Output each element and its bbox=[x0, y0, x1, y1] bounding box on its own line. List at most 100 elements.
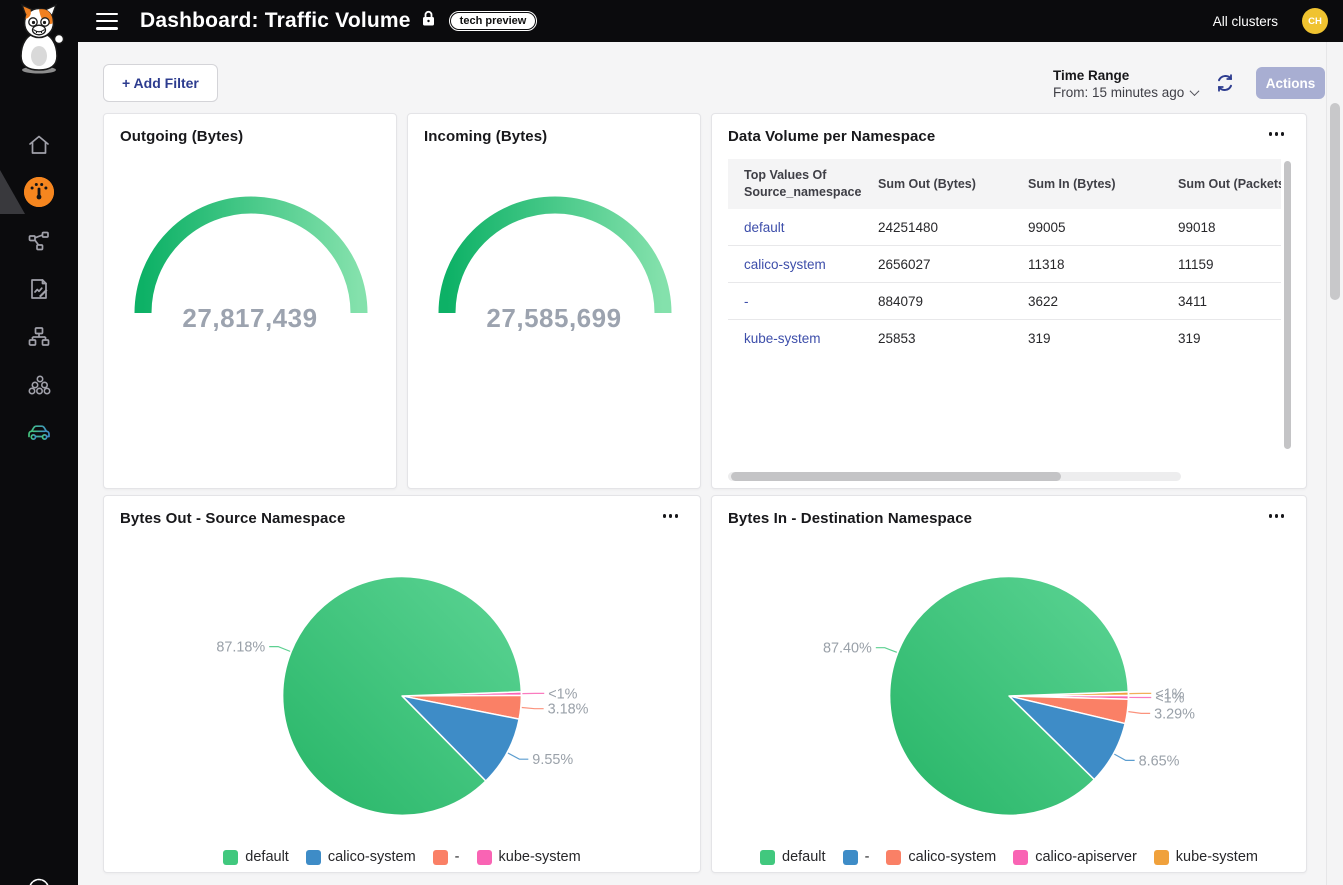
sidebar-item-service-graph[interactable] bbox=[0, 229, 78, 258]
gauge-arc bbox=[438, 196, 672, 314]
page-scrollbar[interactable] bbox=[1326, 42, 1343, 885]
legend-item-kube-system[interactable]: kube-system bbox=[1153, 849, 1258, 865]
table-column-header: Sum In (Bytes) bbox=[1028, 176, 1116, 191]
sidebar-item-hosts[interactable] bbox=[0, 325, 78, 354]
namespace-link[interactable]: - bbox=[744, 293, 749, 309]
table-cell: 2656027 bbox=[878, 256, 931, 272]
card-title: Incoming (Bytes) bbox=[424, 128, 548, 145]
legend-item-calico-system[interactable]: calico-system bbox=[886, 849, 996, 865]
table-cell: 11159 bbox=[1178, 256, 1214, 272]
bytes-out-pie-chart: <1%3.18% 9.55% 87.18% bbox=[216, 575, 589, 817]
legend-label: calico-system bbox=[327, 849, 416, 865]
dashboard-gauge-icon bbox=[24, 177, 54, 207]
legend-item-default[interactable]: default bbox=[760, 849, 826, 865]
legend-swatch bbox=[760, 849, 776, 865]
legend-swatch bbox=[1153, 849, 1169, 865]
table-body: default 24251480 99005 99018 calico-system 26… bbox=[728, 209, 1281, 357]
legend-label: kube-system bbox=[1175, 849, 1258, 865]
cluster-dots-icon bbox=[27, 373, 52, 403]
legend-item-calico-system[interactable]: calico-system bbox=[305, 849, 416, 865]
time-range-label: Time Range bbox=[1053, 68, 1130, 83]
sitemap-icon bbox=[27, 325, 51, 354]
table-column-header: Top Values Of Source_namespace bbox=[744, 168, 862, 199]
legend-label: - bbox=[864, 849, 870, 865]
pie-slice-default[interactable] bbox=[888, 575, 1130, 816]
sidebar-item-car[interactable] bbox=[0, 420, 78, 451]
card-title: Bytes In - Destination Namespace bbox=[728, 510, 973, 527]
time-range-value[interactable]: From: 15 minutes ago bbox=[1053, 84, 1200, 101]
avatar[interactable]: CH bbox=[1302, 8, 1328, 34]
pie-slice-default[interactable] bbox=[281, 575, 523, 817]
legend-item--[interactable]: - bbox=[842, 849, 870, 865]
top-header: Dashboard: Traffic Volume tech preview A… bbox=[0, 0, 1343, 42]
legend-swatch bbox=[476, 849, 492, 865]
legend-item-calico-apiserver[interactable]: calico-apiserver bbox=[1013, 849, 1137, 865]
pie-label-line bbox=[1128, 711, 1151, 714]
card-bytes-out-pie: Bytes Out - Source Namespace <1% 3.18% 9.5… bbox=[103, 495, 701, 873]
table-column-header: Sum Out (Bytes) bbox=[878, 176, 976, 191]
refresh-button[interactable] bbox=[1214, 72, 1236, 94]
car-icon bbox=[26, 420, 52, 451]
table-cell: 99018 bbox=[1178, 219, 1216, 235]
page-title: Dashboard: Traffic Volume bbox=[140, 9, 411, 32]
chevron-down-icon bbox=[1189, 86, 1200, 97]
sidebar-item-dashboards[interactable] bbox=[0, 177, 78, 207]
bytes-in-pie-chart: <1%<1%3.29%8.65%87.40% bbox=[823, 575, 1195, 816]
namespace-link[interactable]: default bbox=[744, 219, 785, 235]
table-row: calico-system 2656027 11318 11159 bbox=[728, 246, 1281, 283]
legend-item-kube-system[interactable]: kube-system bbox=[476, 849, 581, 865]
document-edit-icon bbox=[27, 277, 51, 306]
pie-label-line bbox=[507, 752, 529, 760]
card-title: Data Volume per Namespace bbox=[728, 128, 936, 145]
sidebar-item-home[interactable] bbox=[0, 133, 78, 162]
more-menu-icon[interactable] bbox=[659, 510, 683, 522]
table-horizontal-scrollbar[interactable] bbox=[728, 472, 1181, 481]
pie-label: 3.29% bbox=[1154, 706, 1195, 722]
card-data-volume-table: Data Volume per Namespace Top Values Of … bbox=[711, 113, 1307, 489]
pie-label: <1% bbox=[1155, 691, 1184, 707]
lock-icon bbox=[421, 10, 436, 32]
more-menu-icon[interactable] bbox=[1265, 128, 1289, 140]
pie-label: 3.18% bbox=[548, 702, 589, 718]
table-row: default 24251480 99005 99018 bbox=[728, 209, 1281, 246]
table-header-row: Top Values Of Source_namespace Sum Out (B… bbox=[728, 159, 1281, 209]
sidebar-item-compliance[interactable] bbox=[0, 876, 78, 885]
legend-item-default[interactable]: default bbox=[223, 849, 289, 865]
actions-button[interactable]: Actions bbox=[1256, 67, 1325, 99]
table-row: kube-system 25853 319 319 bbox=[728, 320, 1281, 357]
namespace-link[interactable]: kube-system bbox=[744, 331, 821, 346]
pie-label: 87.40% bbox=[823, 641, 872, 657]
legend-label: default bbox=[245, 849, 289, 865]
pie-label: <1% bbox=[1155, 686, 1184, 702]
pie-label-line bbox=[521, 706, 544, 710]
legend-item--[interactable]: - bbox=[432, 849, 460, 865]
legend-swatch bbox=[223, 849, 239, 865]
pie-legend: default calico-system - kube-system bbox=[104, 849, 700, 865]
pie-label: 9.55% bbox=[532, 752, 573, 768]
app-logo[interactable] bbox=[6, 3, 72, 77]
sidebar-nav bbox=[0, 42, 78, 885]
legend-label: calico-apiserver bbox=[1035, 849, 1137, 865]
table-cell: 884079 bbox=[878, 293, 924, 309]
namespace-table: Top Values Of Source_namespace Sum Out (B… bbox=[728, 159, 1281, 462]
cluster-selector[interactable]: All clusters bbox=[1212, 13, 1278, 29]
table-cell: 24251480 bbox=[878, 219, 939, 235]
more-menu-icon[interactable] bbox=[1265, 510, 1289, 522]
table-cell: 11318 bbox=[1028, 256, 1065, 272]
add-filter-button[interactable]: + Add Filter bbox=[103, 64, 218, 102]
time-range-control: Time Range From: 15 minutes ago bbox=[1053, 67, 1200, 101]
hamburger-menu-icon[interactable] bbox=[96, 12, 118, 30]
legend-label: default bbox=[782, 849, 826, 865]
pie-label: 8.65% bbox=[1139, 753, 1180, 769]
pie-label: <1% bbox=[548, 686, 577, 702]
table-cell: 99005 bbox=[1028, 219, 1066, 235]
legend-swatch bbox=[305, 849, 321, 865]
sidebar-item-logs[interactable] bbox=[0, 277, 78, 306]
namespace-link[interactable]: calico-system bbox=[744, 256, 826, 272]
table-cell: 319 bbox=[1178, 331, 1201, 346]
table-vertical-scrollbar[interactable] bbox=[1284, 161, 1291, 461]
sidebar-item-clusters[interactable] bbox=[0, 373, 78, 403]
gauge-value: 27,817,439 bbox=[182, 303, 318, 333]
legend-swatch bbox=[842, 849, 858, 865]
